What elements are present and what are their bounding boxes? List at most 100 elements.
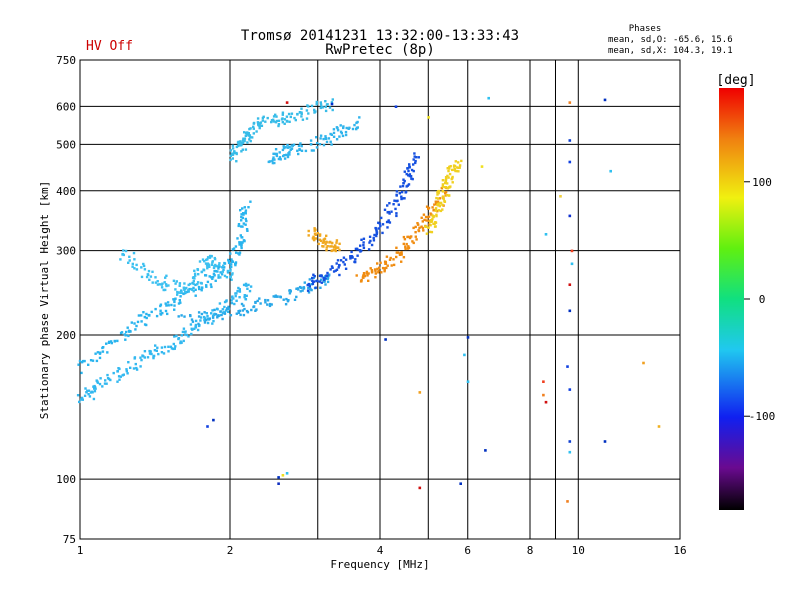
data-point <box>236 237 239 240</box>
data-point <box>252 125 255 128</box>
data-point <box>213 269 216 273</box>
data-point <box>182 327 186 330</box>
data-point <box>200 312 204 316</box>
data-point <box>568 388 572 391</box>
data-point <box>274 294 277 297</box>
data-point <box>328 241 331 244</box>
data-point <box>305 109 309 112</box>
data-point <box>403 179 406 183</box>
data-point <box>206 280 210 284</box>
data-point <box>218 302 222 305</box>
data-point <box>568 139 572 142</box>
data-point <box>161 282 164 285</box>
data-point <box>179 301 182 304</box>
data-point <box>206 256 210 259</box>
data-point <box>405 242 408 246</box>
data-point <box>441 203 444 207</box>
data-point <box>148 314 151 317</box>
data-point <box>542 380 545 383</box>
data-point <box>379 261 382 264</box>
data-point <box>264 120 267 123</box>
data-point <box>566 365 569 368</box>
data-point <box>298 148 301 151</box>
data-point <box>296 149 299 152</box>
data-point <box>453 168 456 171</box>
data-point <box>211 260 214 263</box>
x-tick-label: 16 <box>673 544 686 557</box>
data-point <box>428 223 431 226</box>
colorbar <box>719 88 744 510</box>
data-point <box>335 138 339 141</box>
data-point <box>217 264 221 267</box>
data-point <box>256 121 260 124</box>
data-point <box>240 246 243 250</box>
y-tick-label: 600 <box>56 100 76 113</box>
data-point <box>181 330 185 334</box>
data-point <box>383 270 386 273</box>
data-point <box>326 280 330 284</box>
data-point <box>128 259 131 262</box>
data-point <box>315 103 318 106</box>
data-point <box>388 221 392 224</box>
data-point <box>119 331 123 335</box>
data-point <box>279 158 282 161</box>
data-point <box>221 266 224 269</box>
data-point <box>187 335 190 338</box>
data-point <box>339 259 343 262</box>
data-point <box>223 312 227 315</box>
data-point <box>208 265 211 268</box>
data-point <box>211 322 214 325</box>
data-point <box>139 365 142 368</box>
data-point <box>422 229 425 232</box>
data-point <box>414 159 417 163</box>
data-point <box>314 286 317 289</box>
data-point <box>334 269 337 272</box>
data-point <box>559 195 562 198</box>
data-point <box>224 309 228 312</box>
data-point <box>340 132 343 135</box>
data-point <box>405 172 408 176</box>
data-point <box>142 311 145 314</box>
data-point <box>417 156 420 159</box>
data-point <box>248 138 251 141</box>
data-point <box>330 241 334 245</box>
data-point <box>129 330 132 333</box>
x-tick-label: 6 <box>464 544 471 557</box>
data-point <box>164 302 167 305</box>
data-point <box>142 355 145 358</box>
data-point <box>256 117 260 120</box>
data-point <box>330 249 333 253</box>
data-point <box>293 116 296 120</box>
data-point <box>151 281 154 284</box>
data-point <box>420 225 423 228</box>
data-point <box>216 270 219 273</box>
data-point <box>324 135 327 138</box>
data-point <box>299 142 302 145</box>
data-point <box>214 279 217 282</box>
data-point <box>106 373 109 377</box>
data-point <box>377 227 381 230</box>
data-point <box>444 179 447 182</box>
data-point <box>359 250 362 253</box>
data-point <box>296 113 299 116</box>
data-point <box>272 118 275 121</box>
data-point <box>123 333 126 336</box>
data-point <box>297 288 300 291</box>
data-point <box>328 273 331 276</box>
data-point <box>86 389 89 392</box>
data-point <box>315 279 318 283</box>
data-point <box>326 276 330 280</box>
data-point <box>231 248 235 251</box>
data-point <box>227 261 231 265</box>
data-point <box>310 104 314 108</box>
data-point <box>231 296 234 299</box>
data-point <box>323 280 326 283</box>
data-point <box>405 185 408 188</box>
data-point <box>177 315 180 318</box>
data-point <box>301 118 305 121</box>
data-point <box>445 194 448 197</box>
data-point <box>408 163 411 166</box>
data-point <box>230 260 234 263</box>
data-point <box>233 150 236 153</box>
data-point <box>238 296 241 299</box>
